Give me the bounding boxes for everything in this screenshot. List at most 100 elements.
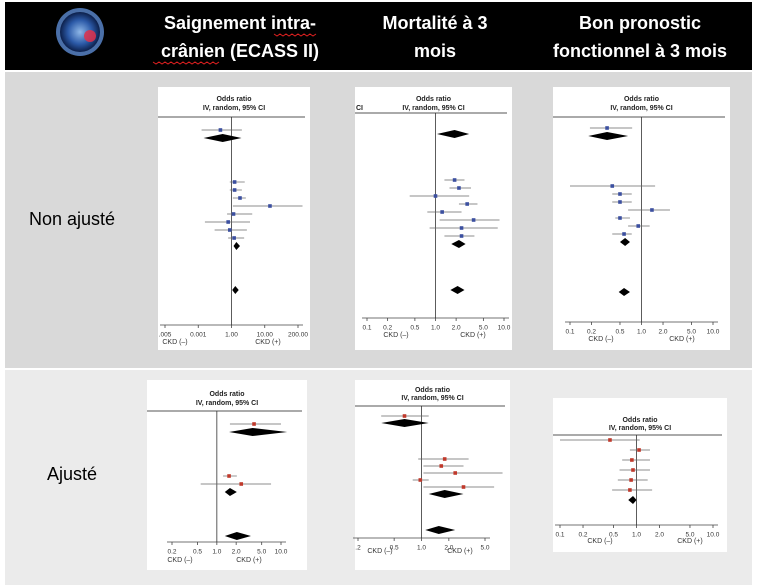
point-estimate xyxy=(636,224,641,228)
x-tick-label: 1.0 xyxy=(212,549,221,556)
point-estimate xyxy=(461,485,466,489)
point-estimate xyxy=(610,184,615,188)
x-tick-label: 5.0 xyxy=(257,549,266,556)
row-label: Non ajusté xyxy=(29,209,115,229)
pooled-diamond xyxy=(436,130,470,138)
x-tick-label: 0.2 xyxy=(587,329,596,336)
point-estimate xyxy=(459,234,464,238)
plot-header: IV, random, 95% CI xyxy=(196,400,258,407)
x-tick-label: 0.5 xyxy=(193,549,202,556)
x-tick-label: 0.2 xyxy=(383,325,392,332)
point-estimate xyxy=(433,194,438,198)
column-header: crânien (ECASS II) xyxy=(161,41,319,61)
axis-side-label: CKD (+) xyxy=(677,538,702,545)
brain-icon xyxy=(56,8,104,56)
plot-header: Odds ratio xyxy=(209,391,244,398)
plot-frame xyxy=(355,87,512,350)
plot-header: IV, random, 95% CI xyxy=(402,105,464,112)
column-header: fonctionnel à 3 mois xyxy=(553,41,727,61)
pooled-diamond xyxy=(233,242,240,250)
point-estimate xyxy=(268,204,272,208)
plot-header: Odds ratio xyxy=(624,96,659,103)
axis-side-label: CKD (–) xyxy=(162,339,187,346)
point-estimate xyxy=(628,488,632,492)
x-tick-label: 5.0 xyxy=(479,325,488,332)
x-tick-label: 0.1 xyxy=(565,329,574,336)
x-tick-label: 10.0 xyxy=(498,325,511,332)
point-estimate xyxy=(226,220,230,224)
point-estimate xyxy=(459,226,464,230)
plot-header: Odds ratio xyxy=(622,417,657,424)
x-tick-label: 0.1 xyxy=(362,325,371,332)
pooled-diamond xyxy=(203,134,242,142)
point-estimate xyxy=(471,218,476,222)
x-tick-label: 10.00 xyxy=(257,332,274,339)
point-estimate xyxy=(453,471,458,475)
axis-side-label: CKD (+) xyxy=(447,548,472,555)
point-estimate xyxy=(439,464,444,468)
point-estimate xyxy=(618,200,622,204)
point-estimate xyxy=(232,180,237,184)
spellcheck-underline xyxy=(273,33,317,37)
header-band xyxy=(5,2,752,70)
plot-header: Odds ratio xyxy=(415,387,450,394)
x-tick-label: 5.0 xyxy=(480,545,489,552)
point-estimate xyxy=(622,232,626,236)
point-estimate xyxy=(252,422,256,426)
point-estimate xyxy=(618,216,622,220)
point-estimate xyxy=(232,188,237,192)
x-tick-label: 0.5 xyxy=(390,545,399,552)
axis-side-label: CKD (–) xyxy=(588,336,613,343)
point-estimate xyxy=(440,210,444,214)
column-header: Bon pronostic xyxy=(579,13,701,33)
x-tick-label: 0.2 xyxy=(579,532,588,539)
axis-side-label: CKD (+) xyxy=(236,557,261,564)
x-tick-label: 10.0 xyxy=(275,549,288,556)
x-tick-label: 1.0 xyxy=(632,532,641,539)
pooled-diamond xyxy=(618,288,630,296)
pooled-diamond xyxy=(428,490,464,498)
pooled-diamond xyxy=(628,496,637,504)
spellcheck-underline xyxy=(152,61,220,65)
point-estimate xyxy=(227,474,231,478)
x-tick-label: 0.2 xyxy=(167,549,176,556)
x-tick-label: 1.0 xyxy=(431,325,440,332)
plot-header-fragment: CI xyxy=(356,105,363,112)
point-estimate xyxy=(238,196,242,200)
point-estimate xyxy=(630,458,634,462)
point-estimate xyxy=(465,202,469,206)
point-estimate xyxy=(457,186,461,190)
point-estimate xyxy=(239,482,244,486)
point-estimate xyxy=(629,478,633,482)
plot-header: Odds ratio xyxy=(416,96,451,103)
plot-header: IV, random, 95% CI xyxy=(203,105,265,112)
axis-side-label: CKD (–) xyxy=(383,332,408,339)
point-estimate xyxy=(631,468,635,472)
point-estimate xyxy=(452,178,457,182)
x-tick-label: 0.001 xyxy=(190,332,207,339)
point-estimate xyxy=(618,192,622,196)
point-estimate xyxy=(637,448,641,452)
point-estimate xyxy=(232,236,236,240)
x-tick-label: 0.5 xyxy=(410,325,419,332)
plot-frame xyxy=(553,398,727,552)
axis-side-label: CKD (+) xyxy=(669,336,694,343)
pooled-diamond xyxy=(224,532,251,540)
pooled-diamond xyxy=(588,132,629,140)
pooled-diamond xyxy=(232,286,239,294)
point-estimate xyxy=(442,457,447,461)
row-label: Ajusté xyxy=(47,464,97,484)
pooled-diamond xyxy=(381,419,429,427)
point-estimate xyxy=(605,126,609,130)
x-tick-label: 1.00 xyxy=(225,332,238,339)
x-tick-label: .2 xyxy=(355,545,361,552)
point-estimate xyxy=(218,128,223,132)
x-tick-label: 10.0 xyxy=(707,329,720,336)
x-tick-label: 200.00 xyxy=(288,332,308,339)
axis-side-label: CKD (+) xyxy=(460,332,485,339)
plot-frame xyxy=(355,380,510,570)
x-tick-label: 2.0 xyxy=(232,549,241,556)
point-estimate xyxy=(608,438,612,442)
column-header: Mortalité à 3 xyxy=(382,13,487,33)
